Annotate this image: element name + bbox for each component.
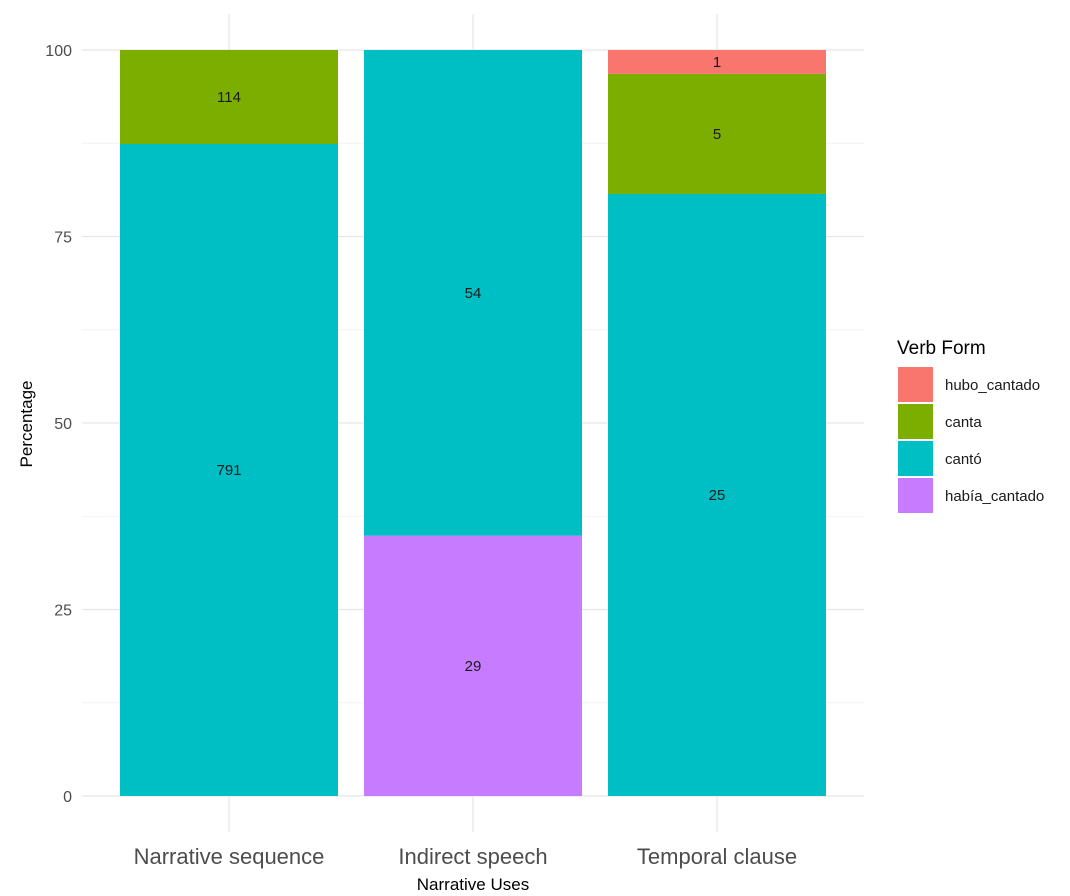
y-tick-label: 50 — [54, 416, 72, 433]
x-axis-ticks: Narrative sequence Indirect speech Tempora… — [134, 844, 797, 869]
bar-segment — [120, 143, 338, 797]
legend-key — [898, 478, 933, 513]
bar-segment — [608, 50, 826, 74]
bar-segment — [608, 193, 826, 796]
legend-title: Verb Form — [897, 338, 986, 359]
legend-key — [898, 441, 933, 476]
segment-count-label: 5 — [713, 126, 721, 143]
legend-label: canta — [945, 414, 982, 431]
y-axis-title: Percentage — [17, 381, 36, 468]
legend-label: cantó — [945, 451, 982, 468]
segment-count-label: 1 — [713, 54, 721, 71]
bars — [120, 50, 826, 797]
bar-segment — [364, 50, 582, 536]
y-tick-label: 0 — [63, 789, 72, 806]
y-axis-ticks: 0 25 50 75 100 — [45, 43, 72, 806]
segment-count-label: 791 — [216, 462, 241, 479]
y-tick-label: 75 — [54, 230, 72, 247]
x-tick-label: Temporal clause — [637, 844, 797, 869]
bar-segment — [120, 50, 338, 144]
x-axis-title: Narrative Uses — [417, 875, 529, 894]
bar-segment — [608, 73, 826, 194]
y-tick-label: 25 — [54, 603, 72, 620]
segment-count-label: 29 — [465, 658, 482, 675]
legend-label: había_cantado — [945, 488, 1044, 505]
bar-segment — [364, 535, 582, 796]
x-tick-label: Indirect speech — [398, 844, 547, 869]
legend-key — [898, 367, 933, 402]
legend-label: hubo_cantado — [945, 377, 1040, 394]
legend-key — [898, 404, 933, 439]
x-tick-label: Narrative sequence — [134, 844, 325, 869]
segment-labels: 791 114 29 54 25 5 1 — [216, 54, 725, 675]
segment-count-label: 25 — [709, 487, 726, 504]
segment-count-label: 54 — [465, 285, 482, 302]
segment-count-label: 114 — [217, 89, 241, 106]
y-tick-label: 100 — [45, 43, 72, 60]
